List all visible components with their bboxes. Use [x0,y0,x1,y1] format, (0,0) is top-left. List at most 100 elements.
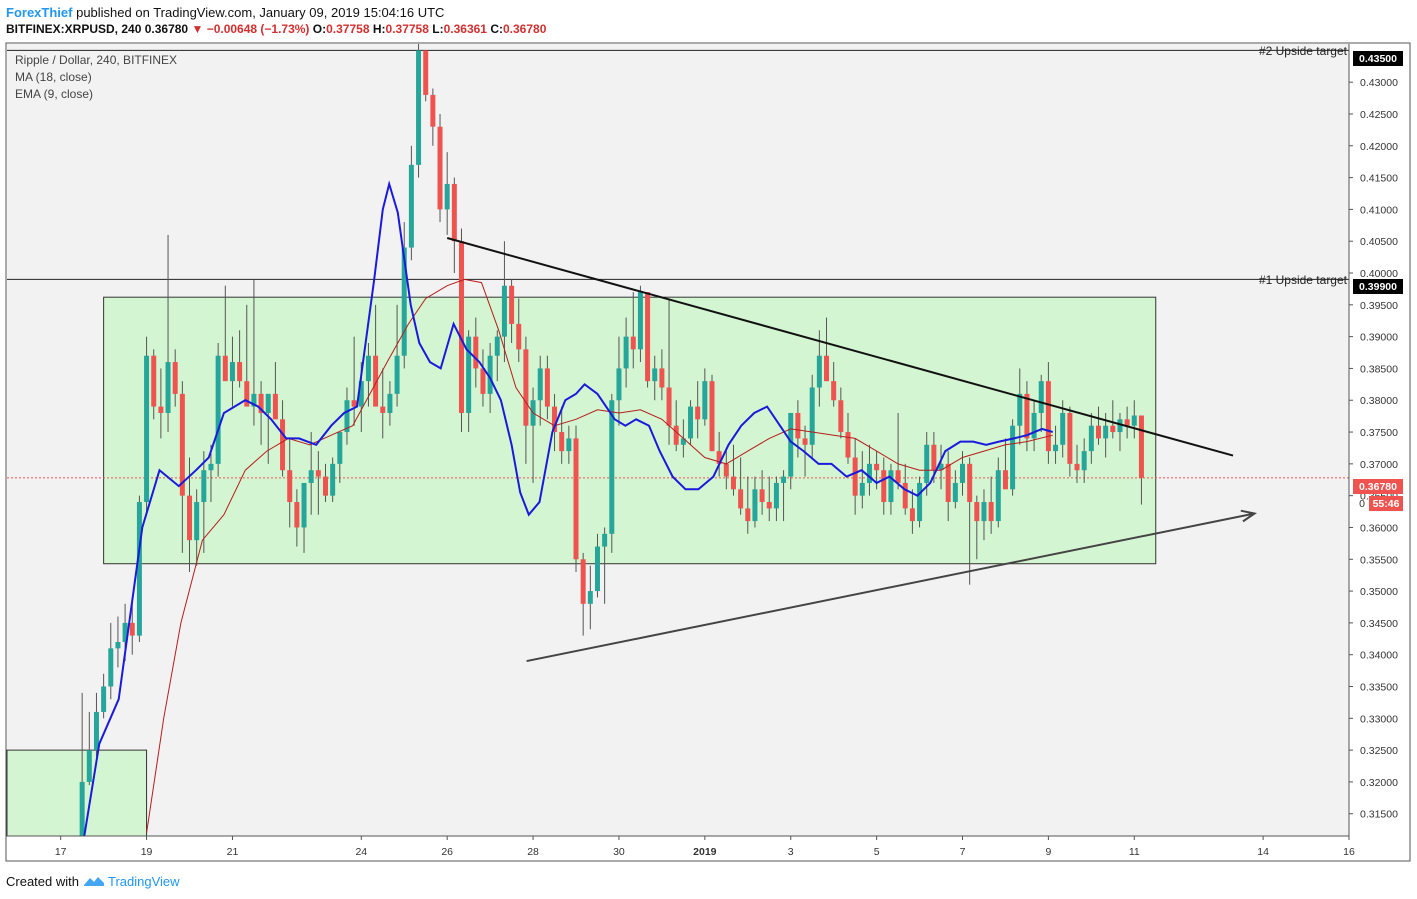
candle-body [129,622,135,636]
candle-body [86,750,92,782]
candle-body [795,412,801,439]
candle-body [752,489,758,522]
last-price-text: 0.36780 [144,22,189,36]
candle-body [573,438,579,560]
price-tick-label: 0.33000 [1360,713,1398,725]
price-tick-label: 0.43000 [1360,77,1398,89]
candle-body [222,355,228,382]
time-tick-label: 21 [227,846,239,858]
candle-body [695,406,701,420]
ohlc-high-label: H: [372,22,386,36]
trendlines-layer [446,237,1258,663]
candle-body [501,285,507,337]
candle-body [995,470,1001,522]
candle-body [630,336,636,350]
target2-label: #2 Upside target [1259,44,1348,58]
candle-body [888,470,894,503]
candle-body [458,241,464,413]
candle-body [1138,415,1144,478]
footer: Created with TradingView [6,874,180,890]
ohlc-high-value: 0.37758 [385,22,429,36]
candle-body [838,400,844,433]
candle-body [759,489,765,503]
price-tick-label: 0.41000 [1360,204,1398,216]
candle-body [1117,419,1123,433]
symbol-text: BITFINEX:XRPUSD, 240 [6,22,142,36]
candle-body [945,463,951,503]
candle-body [272,393,278,420]
candle-body [1031,412,1037,439]
candle-body [487,355,493,394]
candle-body [315,470,321,477]
candle-body [115,641,121,649]
author-name[interactable]: ForexThief [6,5,73,20]
tradingview-link[interactable]: TradingView [108,874,180,889]
candle-body [537,368,543,401]
candle-body [738,489,744,509]
candle-body [952,482,958,503]
candle-body [637,292,643,350]
last-price-badge-text: 0.36780 [1359,481,1397,493]
candle-body [401,247,407,356]
candle-body [179,393,185,496]
candle-body [688,406,694,439]
candle-body [151,355,157,407]
price-tick-label: 0.42000 [1360,141,1398,153]
candle-body [1088,425,1094,452]
time-axis[interactable]: 17 19 21 24 26 28 30 2019 3 5 7 9 11 14 16 [55,836,1355,858]
countdown-badge [1369,496,1403,511]
price-tick-label: 0.38500 [1360,363,1398,375]
candle-body [587,591,593,604]
candle-body [730,476,736,490]
ohlc-close-value: 0.36780 [503,22,547,36]
last-price-badge [1353,479,1403,494]
candle-body [773,482,779,509]
candle-body [845,432,851,458]
candle-body [1124,419,1130,426]
candle-body [1131,415,1137,426]
time-tick-label: 19 [141,846,153,858]
candle-body [287,470,293,503]
candle-body [816,355,822,388]
candle-body [308,470,314,483]
candle-body [516,323,522,350]
legend-ema: EMA (9, close) [15,87,93,101]
candle-body [824,355,830,382]
candle-body [101,686,107,712]
time-tick-label: 7 [960,846,966,858]
time-tick-label: 24 [355,846,367,858]
candle-body [895,470,901,483]
candle-body [1038,381,1044,413]
ohlc-low-value: 0.36361 [443,22,487,36]
candle-body [387,393,393,413]
candle-body [552,406,558,433]
ohlc-close-label: C: [490,22,503,36]
candle-body [559,432,565,452]
candle-body [380,406,386,413]
candle-body [373,355,379,407]
price-tick-label: 0.36000 [1360,522,1398,534]
candle-body [165,362,171,413]
candle-body [831,381,837,401]
candle-body [659,368,665,388]
candle-body [494,336,500,356]
price-tick-label: 0.37000 [1360,459,1398,471]
candle-body [330,463,336,496]
candle-body [1002,470,1008,490]
candle-body [594,546,600,592]
candle-body [1053,444,1059,452]
time-tick-label: 17 [55,846,67,858]
candle-body [866,463,872,483]
candle-body [408,164,414,248]
candle-body [788,412,794,477]
candle-body [473,336,479,369]
down-arrow-icon: ▼ [191,22,204,36]
candle-body [444,183,450,210]
candle-body [859,482,865,496]
ohlc-low-label: L: [432,22,444,36]
candle-body [108,648,114,687]
candle-body [960,463,966,483]
candle-body [358,381,364,407]
price-tick-label: 0.37500 [1360,427,1398,439]
